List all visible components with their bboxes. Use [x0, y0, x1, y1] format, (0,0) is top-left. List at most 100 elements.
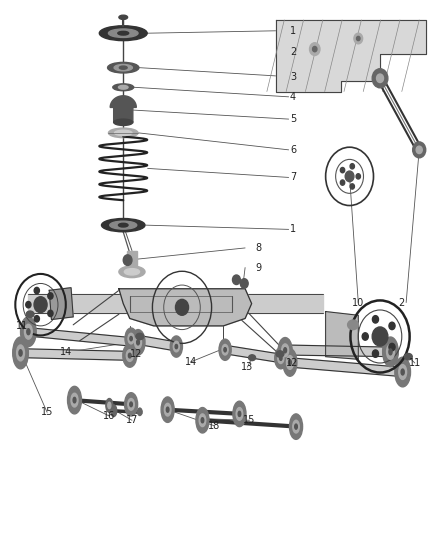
Polygon shape	[289, 358, 404, 377]
Circle shape	[310, 43, 320, 55]
Ellipse shape	[278, 337, 292, 363]
Circle shape	[123, 255, 132, 265]
Circle shape	[233, 275, 240, 285]
Text: 2: 2	[290, 47, 296, 56]
Ellipse shape	[286, 356, 293, 369]
Ellipse shape	[284, 348, 286, 353]
Ellipse shape	[67, 386, 81, 414]
Circle shape	[372, 69, 388, 88]
Ellipse shape	[128, 353, 131, 358]
Circle shape	[345, 171, 354, 182]
Text: 16: 16	[103, 411, 116, 421]
Circle shape	[356, 174, 360, 179]
Polygon shape	[19, 349, 132, 360]
Polygon shape	[276, 20, 426, 92]
Polygon shape	[27, 327, 141, 347]
Ellipse shape	[102, 219, 145, 232]
Ellipse shape	[170, 336, 183, 357]
Ellipse shape	[109, 29, 138, 37]
Text: 8: 8	[255, 243, 261, 253]
Text: 11: 11	[409, 358, 421, 368]
Ellipse shape	[295, 424, 297, 429]
Text: 18: 18	[208, 421, 220, 431]
Ellipse shape	[123, 344, 137, 367]
Polygon shape	[325, 312, 358, 359]
Ellipse shape	[130, 402, 132, 407]
Ellipse shape	[199, 414, 206, 426]
Polygon shape	[232, 294, 323, 313]
Polygon shape	[283, 345, 392, 357]
Circle shape	[350, 164, 354, 169]
Ellipse shape	[119, 66, 127, 69]
Ellipse shape	[275, 348, 287, 369]
Ellipse shape	[166, 407, 169, 412]
Circle shape	[176, 300, 188, 316]
Ellipse shape	[136, 333, 144, 340]
Ellipse shape	[115, 130, 132, 135]
Ellipse shape	[161, 397, 174, 422]
Ellipse shape	[131, 329, 145, 355]
Text: 17: 17	[126, 415, 138, 425]
Ellipse shape	[175, 344, 177, 349]
Circle shape	[34, 287, 39, 294]
Ellipse shape	[222, 344, 228, 355]
Polygon shape	[127, 251, 137, 272]
Ellipse shape	[110, 221, 137, 229]
Ellipse shape	[196, 408, 209, 433]
Polygon shape	[110, 96, 136, 122]
Ellipse shape	[13, 337, 28, 369]
Circle shape	[48, 293, 53, 299]
Ellipse shape	[233, 401, 246, 426]
Text: 1: 1	[290, 224, 296, 235]
Ellipse shape	[126, 350, 133, 361]
Circle shape	[350, 184, 354, 189]
Text: 10: 10	[352, 297, 364, 308]
Ellipse shape	[114, 119, 133, 125]
Circle shape	[413, 142, 426, 158]
Ellipse shape	[173, 341, 180, 352]
Ellipse shape	[99, 26, 147, 41]
Ellipse shape	[164, 403, 171, 416]
Text: 2: 2	[399, 297, 405, 308]
Ellipse shape	[395, 357, 410, 387]
Circle shape	[389, 343, 395, 351]
Ellipse shape	[134, 336, 141, 349]
Ellipse shape	[25, 324, 32, 339]
Text: 14: 14	[184, 357, 197, 367]
Ellipse shape	[27, 329, 30, 335]
Ellipse shape	[125, 328, 137, 349]
Circle shape	[340, 180, 345, 185]
Circle shape	[26, 302, 31, 308]
Circle shape	[240, 279, 248, 288]
Ellipse shape	[111, 405, 117, 417]
Ellipse shape	[404, 353, 412, 360]
Ellipse shape	[119, 266, 145, 278]
Text: 6: 6	[290, 145, 296, 155]
Ellipse shape	[283, 349, 297, 376]
Ellipse shape	[114, 64, 132, 71]
Text: 13: 13	[241, 362, 254, 372]
Ellipse shape	[137, 340, 139, 345]
Ellipse shape	[21, 317, 36, 346]
Text: 15: 15	[243, 415, 256, 425]
Text: 9: 9	[255, 263, 261, 272]
Ellipse shape	[108, 62, 139, 73]
Ellipse shape	[119, 15, 127, 19]
Ellipse shape	[108, 402, 111, 409]
Ellipse shape	[128, 399, 134, 410]
Ellipse shape	[19, 350, 22, 356]
Ellipse shape	[118, 223, 128, 227]
Ellipse shape	[201, 418, 204, 423]
Ellipse shape	[387, 344, 394, 359]
Ellipse shape	[289, 360, 291, 365]
Ellipse shape	[278, 353, 284, 364]
Ellipse shape	[109, 128, 138, 138]
Text: 12: 12	[286, 358, 298, 368]
Ellipse shape	[293, 420, 299, 433]
Text: 11: 11	[16, 321, 28, 331]
Ellipse shape	[401, 369, 404, 375]
Ellipse shape	[124, 393, 138, 416]
Circle shape	[372, 316, 378, 323]
Circle shape	[372, 327, 388, 346]
Circle shape	[377, 74, 384, 83]
